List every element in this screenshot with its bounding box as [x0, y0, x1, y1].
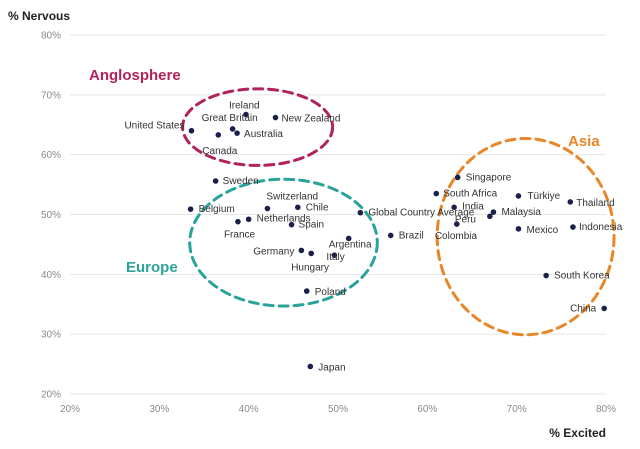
data-point — [387, 232, 394, 239]
data-point — [188, 127, 195, 134]
point-label: Thailand — [576, 198, 614, 209]
x-axis-title: % Excited — [549, 426, 606, 440]
data-point — [307, 363, 314, 370]
point-label: Chile — [306, 202, 329, 213]
gridlines — [70, 34, 606, 395]
y-axis-title: % Nervous — [8, 9, 70, 23]
point-label: Spain — [299, 220, 325, 231]
data-point — [272, 114, 279, 121]
y-tick-label: 50% — [41, 210, 61, 221]
x-tick-label: 30% — [149, 404, 169, 415]
data-point — [187, 206, 194, 212]
group-label-asia: Asia — [568, 133, 600, 150]
point-label: South Africa — [443, 189, 497, 200]
group-ellipse-europe — [188, 177, 379, 308]
data-point — [303, 288, 310, 294]
x-tick-label: 50% — [328, 404, 348, 415]
group-ellipse-anglosphere — [181, 87, 335, 167]
data-point — [295, 204, 301, 211]
x-tick-label: 20% — [60, 404, 80, 415]
point-label: Italy — [326, 252, 344, 263]
y-tick-label: 20% — [41, 390, 61, 401]
point-label: Switzerland — [266, 192, 318, 203]
x-tick-label: 80% — [596, 404, 616, 415]
point-label: Türkiye — [527, 191, 560, 202]
point-label: Global Country Average — [368, 208, 474, 219]
point-label: Peru — [455, 214, 476, 225]
x-tick-label: 60% — [417, 404, 437, 415]
data-point — [243, 111, 249, 118]
data-point — [451, 204, 457, 211]
point-label: Japan — [318, 362, 345, 373]
point-label: Poland — [315, 287, 346, 298]
data-point — [234, 130, 240, 136]
data-point — [487, 213, 493, 220]
data-point — [288, 221, 295, 228]
x-axis-ticks: 20% 30% 40% 50% 60% 70% 80% — [60, 404, 616, 415]
data-point — [490, 209, 497, 215]
y-tick-label: 60% — [41, 150, 61, 161]
data-point — [298, 247, 305, 254]
point-label: United States — [124, 121, 184, 132]
x-tick-label: 70% — [507, 404, 527, 415]
data-point — [331, 252, 338, 258]
data-point — [515, 226, 522, 232]
y-tick-label: 80% — [41, 31, 61, 42]
point-label: China — [570, 303, 597, 314]
data-point — [212, 178, 219, 184]
point-label: Singapore — [466, 172, 512, 183]
point-label: Brazil — [399, 230, 424, 241]
data-point — [433, 190, 440, 197]
data-point — [454, 174, 461, 181]
point-label: Australia — [244, 129, 283, 140]
point-label: Germany — [253, 246, 294, 257]
y-tick-label: 40% — [41, 270, 61, 281]
data-point — [229, 126, 236, 132]
point-label: Colombia — [435, 231, 478, 242]
point-label: Mexico — [526, 225, 558, 236]
point-label: Canada — [202, 146, 237, 157]
data-point — [567, 199, 574, 205]
group-ellipses: Anglosphere Europe Asia — [89, 67, 616, 337]
data-point — [570, 224, 576, 230]
data-point — [357, 209, 364, 216]
data-point — [235, 218, 241, 225]
data-point — [264, 205, 271, 212]
data-points: Ireland New Zealand Great Britain United St… — [124, 101, 622, 374]
point-label: France — [224, 230, 256, 241]
point-label: Great Britain — [202, 113, 258, 124]
point-label: South Korea — [554, 271, 610, 282]
data-point — [543, 272, 549, 279]
data-point — [308, 250, 315, 257]
y-tick-label: 70% — [41, 90, 61, 101]
group-ellipse-asia — [435, 137, 616, 337]
y-tick-label: 30% — [41, 330, 61, 341]
x-tick-label: 40% — [239, 404, 259, 415]
group-label-europe: Europe — [126, 259, 178, 276]
data-point — [515, 193, 522, 199]
group-label-anglosphere: Anglosphere — [89, 67, 181, 84]
point-label: Indonesia — [579, 222, 623, 233]
point-label: Hungary — [291, 262, 329, 273]
data-point — [454, 221, 460, 227]
point-label: Ireland — [229, 101, 260, 112]
point-label: Sweden — [223, 176, 259, 187]
data-point — [601, 305, 608, 312]
point-label: Argentina — [329, 239, 372, 250]
data-point — [215, 132, 222, 138]
point-label: New Zealand — [281, 114, 340, 125]
point-label: India — [462, 201, 484, 212]
y-axis-ticks: 20% 30% 40% 50% 60% 70% 80% — [41, 31, 61, 401]
data-point — [245, 216, 252, 223]
point-label: Malaysia — [501, 207, 541, 218]
data-point — [345, 235, 352, 242]
point-label: Netherlands — [257, 213, 311, 224]
point-label: Belgium — [199, 204, 235, 215]
